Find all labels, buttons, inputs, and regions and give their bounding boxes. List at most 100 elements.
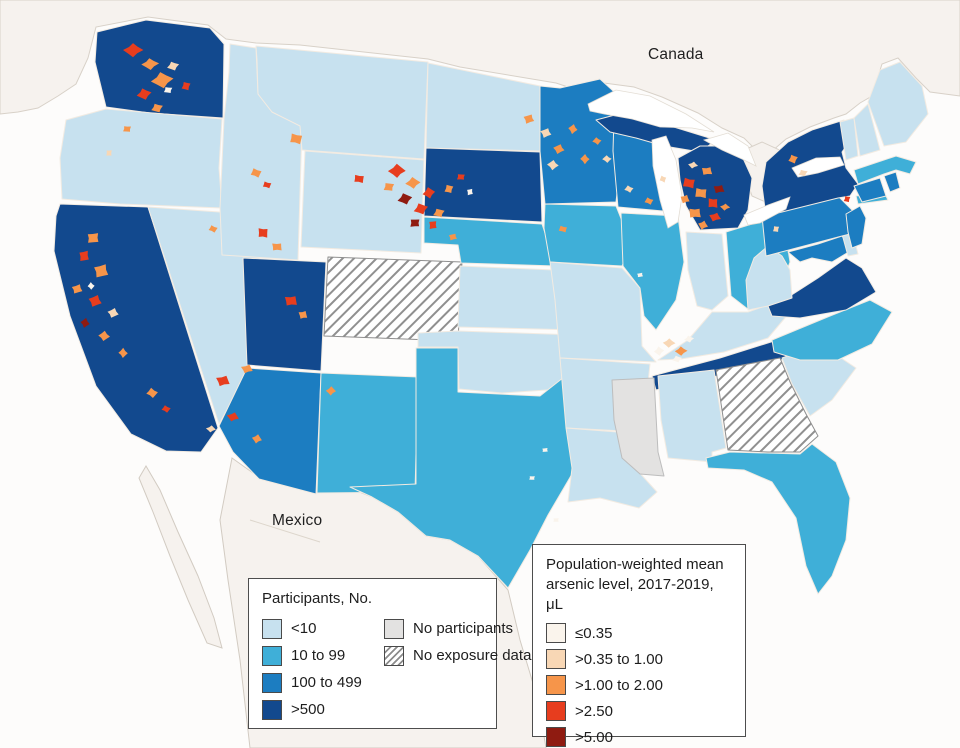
state-NH [853, 103, 881, 157]
arsenic-hotspot [251, 434, 262, 444]
legend-item-gt500-arsenic: >5.00 [546, 724, 732, 748]
state-UT [242, 257, 327, 372]
state-VA [767, 257, 877, 319]
arsenic-hotspot [540, 128, 552, 138]
arsenic-hotspot [216, 375, 230, 387]
arsenic-hotspot [163, 87, 173, 93]
baja-california-region [138, 465, 223, 649]
state-OR [59, 108, 223, 209]
arsenic-hotspot [106, 150, 112, 156]
arsenic-hotspot [624, 185, 634, 193]
state-WY [300, 150, 425, 254]
legend-item-035to100: >0.35 to 1.00 [546, 646, 732, 672]
arsenic-hotspot [720, 203, 731, 211]
arsenic-hotspot [547, 160, 559, 171]
arsenic-hotspot [433, 208, 445, 218]
state-WV [745, 245, 793, 311]
state-CO [323, 256, 463, 342]
legend-item-10to99: 10 to 99 [262, 642, 384, 669]
arsenic-hotspot [397, 193, 413, 205]
state-IL [620, 212, 685, 331]
swatch-gt250 [546, 701, 566, 721]
state-CA [53, 203, 219, 453]
arsenic-hotspot [354, 174, 364, 183]
arsenic-hotspot [553, 518, 559, 522]
state-ME [867, 61, 929, 147]
arsenic-hotspot [422, 187, 436, 199]
arsenic-hotspot [688, 161, 699, 169]
legend-label: >0.35 to 1.00 [575, 650, 663, 668]
arsenic-hotspot [683, 177, 695, 189]
arsenic-hotspot [79, 250, 89, 261]
legend-label: No exposure data [413, 647, 532, 664]
state-IN [685, 231, 729, 311]
arsenic-hotspot [146, 387, 158, 398]
arsenic-hotspot [325, 386, 336, 396]
arsenic-hotspot [709, 212, 721, 222]
legend-label: ≤0.35 [575, 624, 613, 642]
arsenic-hotspot [659, 175, 667, 183]
arsenic-hotspot [123, 126, 131, 132]
swatch-le035 [546, 623, 566, 643]
arsenic-hotspot [141, 58, 160, 70]
state-VT [839, 117, 859, 161]
legend-item-gt500: >500 [262, 696, 384, 723]
arsenic-hotspot [226, 412, 239, 422]
state-MT [255, 45, 429, 160]
arsenic-hotspot [94, 264, 109, 278]
arsenic-hotspot [558, 225, 567, 233]
arsenic-hotspots-layer [71, 43, 851, 522]
arsenic-hotspot [602, 155, 612, 163]
state-AL [657, 369, 727, 463]
arsenic-hotspot [88, 295, 102, 307]
legend-label: >5.00 [575, 728, 613, 746]
arsenic-hotspot [205, 425, 216, 433]
legend-label: >1.00 to 2.00 [575, 676, 663, 694]
legend-item-no-participants: No participants [384, 615, 531, 642]
arsenic-hotspot [542, 448, 548, 452]
swatch-gt500 [262, 699, 282, 720]
legend-label: <10 [291, 620, 317, 637]
arsenic-hotspot [71, 284, 83, 294]
participants-legend-title: Participants, No. [262, 590, 373, 607]
arsenic-hotspot [689, 208, 701, 218]
swatch-lt10 [262, 618, 282, 639]
state-WA [94, 19, 225, 119]
arsenic-hotspot [387, 163, 406, 178]
state-TX [349, 347, 593, 589]
state-MO [549, 261, 657, 363]
arsenic-hotspot [123, 43, 144, 58]
arsenic-hotspot [788, 154, 798, 164]
arsenic-hotspot [136, 88, 152, 100]
arsenic-hotspot [592, 137, 602, 145]
legend-item-no-exposure-data: No exposure data [384, 642, 531, 669]
arsenic-hotspot [181, 82, 191, 91]
swatch-10to99 [262, 645, 282, 666]
legend-label: No participants [413, 620, 514, 637]
arsenic-hotspot [298, 311, 308, 319]
arsenic-hotspot [553, 144, 565, 154]
arsenic-legend-items: ≤0.35 >0.35 to 1.00 >1.00 to 2.00 >2.50 … [546, 620, 732, 748]
arsenic-hotspot [405, 177, 421, 189]
arsenic-hotspot [118, 347, 128, 358]
legend-label: >2.50 [575, 702, 613, 720]
arsenic-hotspot [680, 194, 690, 204]
arsenic-hotspot [151, 103, 163, 113]
state-FL [705, 443, 851, 595]
arsenic-hotspot [250, 168, 262, 178]
state-OK [417, 330, 579, 394]
arsenic-hotspot [448, 233, 457, 241]
arsenic-hotspot [568, 124, 578, 135]
arsenic-hotspot [773, 226, 780, 232]
arsenic-hotspot [713, 185, 725, 194]
legend-item-100to499: 100 to 499 [262, 669, 384, 696]
arsenic-hotspot [708, 198, 718, 208]
arsenic-hotspot [698, 220, 708, 230]
arsenic-hotspot [87, 282, 95, 290]
arsenic-hotspot [798, 169, 808, 177]
participants-legend-items: <10 10 to 99 100 to 499 >500 No particip… [262, 615, 531, 723]
state-GA [715, 357, 819, 453]
legend-item-gt250: >2.50 [546, 698, 732, 724]
arsenic-hotspot [413, 203, 428, 215]
arsenic-hotspot [167, 61, 180, 71]
